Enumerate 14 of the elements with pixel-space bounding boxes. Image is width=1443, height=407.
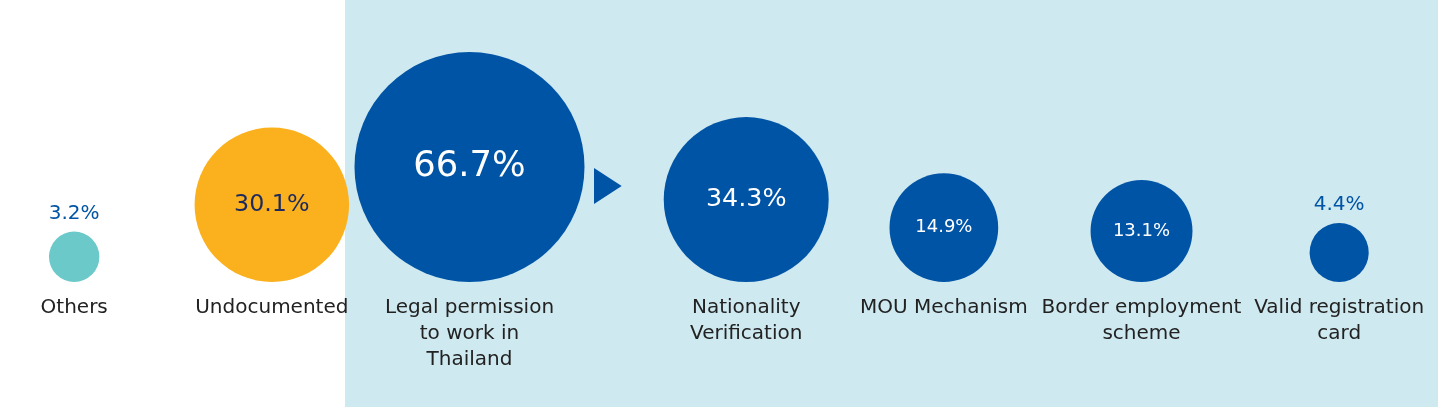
data-label: 30.1% [234,188,310,217]
category-label: Valid registration card [1254,294,1425,344]
data-label: 34.3% [705,181,787,212]
category-label: Legal permission to work in Thailand [384,294,555,370]
category-label: Others [40,294,108,318]
data-label: 13.1% [1112,218,1171,240]
category-label: Nationality Verification [690,294,803,344]
data-label: 4.4% [1313,190,1365,215]
data-label: 3.2% [48,200,100,225]
category-label: Border employment scheme [1041,294,1242,344]
data-label: 66.7% [413,142,526,184]
data-label: 14.9% [915,215,973,237]
category-label: MOU Mechanism [860,294,1028,318]
category-label: Undocumented [195,294,349,318]
